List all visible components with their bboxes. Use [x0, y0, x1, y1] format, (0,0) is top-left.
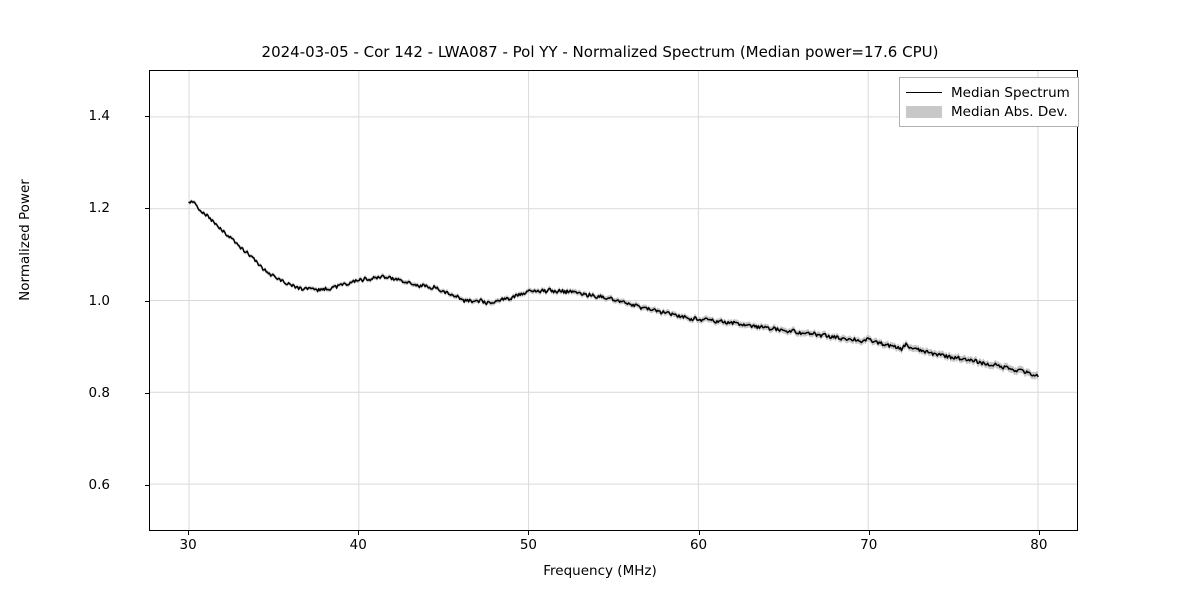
y-tick-mark	[145, 116, 149, 118]
x-tick-mark	[868, 531, 870, 535]
y-tick-label: 1.2	[88, 200, 110, 217]
x-tick-label: 80	[1030, 537, 1048, 553]
y-tick-mark	[145, 484, 149, 486]
x-tick-label: 30	[179, 537, 197, 553]
gridlines	[150, 71, 1077, 530]
y-tick-label: 1.0	[88, 292, 110, 309]
x-tick-mark	[698, 531, 700, 535]
x-tick-label: 70	[860, 537, 878, 553]
y-tick-label: 0.6	[88, 476, 110, 493]
legend-line-icon	[906, 86, 942, 100]
x-axis-label: Frequency (MHz)	[543, 563, 657, 579]
x-tick-mark	[1038, 531, 1040, 535]
y-tick-label: 1.4	[88, 108, 110, 125]
x-tick-mark	[528, 531, 530, 535]
legend-item: Median Spectrum	[906, 83, 1070, 102]
median-spectrum-line	[188, 200, 1039, 378]
x-tick-label: 60	[689, 537, 708, 553]
legend-label: Median Abs. Dev.	[951, 103, 1068, 120]
page-title: 2024-03-05 - Cor 142 - LWA087 - Pol YY -…	[261, 43, 939, 61]
y-axis-label: Normalized Power	[17, 179, 33, 301]
plot-area	[149, 70, 1078, 531]
legend-patch-icon	[906, 105, 942, 119]
y-tick-mark	[145, 208, 149, 210]
y-tick-label: 0.8	[88, 384, 110, 401]
legend-label: Median Spectrum	[951, 84, 1070, 101]
legend: Median Spectrum Median Abs. Dev.	[899, 77, 1079, 127]
x-tick-label: 40	[349, 537, 367, 553]
y-tick-mark	[145, 392, 149, 394]
legend-item: Median Abs. Dev.	[906, 102, 1070, 121]
x-tick-label: 50	[519, 537, 538, 553]
x-tick-mark	[188, 531, 190, 535]
x-tick-mark	[358, 531, 360, 535]
plot-canvas	[150, 71, 1077, 530]
y-tick-mark	[145, 300, 149, 302]
